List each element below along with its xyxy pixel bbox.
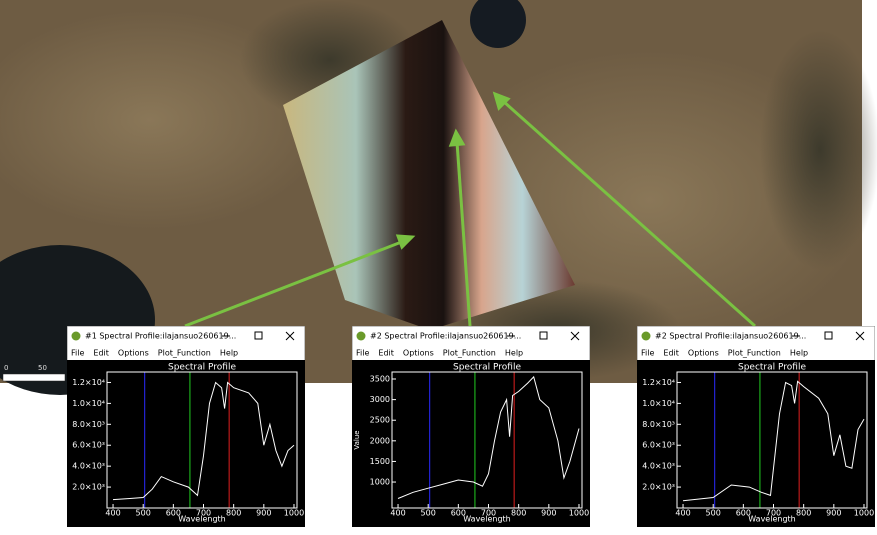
menu-item[interactable]: Help [220,349,238,358]
x-tick-label: 600 [736,509,751,518]
menu-item[interactable]: Edit [663,349,679,358]
window-title: #1 Spectral Profile:ilajansuo260619... [85,332,236,341]
y-axis-label: Value [353,430,361,449]
y-tick-label: 2000 [370,436,390,445]
x-tick-label: 700 [196,509,211,518]
y-tick-label: 1.0×10⁴ [642,399,675,408]
y-tick-label: 3000 [370,395,390,404]
profile-window: #1 Spectral Profile:ilajansuo260619...Fi… [67,326,305,527]
plot-title: Spectral Profile [453,363,521,373]
plot-frame [106,371,298,509]
maximize-button[interactable] [824,331,833,340]
x-tick-label: 400 [390,509,405,518]
x-tick-label: 600 [166,509,181,518]
x-axis-label: Wavelength [463,515,510,524]
aerial-image [0,0,877,395]
plot-frame [391,371,583,509]
menu-item[interactable]: Options [688,349,719,358]
close-button[interactable] [570,331,580,341]
scale-label: 50 [38,364,47,372]
spectrum-line [112,381,295,501]
window-icon [641,331,651,341]
x-tick-label: 400 [675,509,690,518]
x-tick-label: 900 [826,509,841,518]
y-tick-label: 3500 [370,375,390,384]
menu-item[interactable]: File [356,349,369,358]
close-button[interactable] [855,331,865,341]
menu-item[interactable]: Help [790,349,808,358]
scale-label: 0 [4,364,8,372]
x-tick-label: 800 [796,509,811,518]
y-tick-label: 4.0×10³ [642,462,675,471]
y-tick-label: 2500 [370,416,390,425]
y-tick-label: 2.0×10³ [642,483,675,492]
x-tick-label: 1000 [284,509,304,518]
y-tick-label: 2.0×10³ [72,483,105,492]
x-tick-label: 500 [136,509,151,518]
x-tick-label: 500 [421,509,436,518]
x-tick-label: 600 [451,509,466,518]
menu-item[interactable]: Plot_Function [728,349,781,358]
menu-item[interactable]: Options [403,349,434,358]
y-tick-label: 1500 [370,457,390,466]
y-tick-label: 1.0×10⁴ [72,399,105,408]
plot-title: Spectral Profile [168,363,236,373]
y-tick-label: 8.0×10³ [642,420,675,429]
menu-item[interactable]: File [71,349,84,358]
x-axis-label: Wavelength [748,515,795,524]
x-tick-label: 700 [481,509,496,518]
menu-item[interactable]: Help [505,349,523,358]
profile-window: #2 Spectral Profile:ilajansuo260619...Fi… [637,326,875,527]
y-tick-label: 6.0×10³ [72,441,105,450]
menu-item[interactable]: File [641,349,654,358]
x-tick-label: 500 [706,509,721,518]
window-title: #2 Spectral Profile:ilajansuo260619... [370,332,521,341]
x-axis-label: Wavelength [178,515,225,524]
x-tick-label: 1000 [854,509,874,518]
plot-title: Spectral Profile [738,363,806,373]
y-tick-label: 1000 [370,478,390,487]
x-tick-label: 700 [766,509,781,518]
maximize-button[interactable] [539,331,548,340]
plot-frame [676,371,868,509]
x-tick-label: 800 [511,509,526,518]
profile-window: #2 Spectral Profile:ilajansuo260619...Fi… [352,326,590,527]
window-icon [71,331,81,341]
y-tick-label: 6.0×10³ [642,441,675,450]
x-tick-label: 900 [256,509,271,518]
x-tick-label: 800 [226,509,241,518]
menu-item[interactable]: Options [118,349,149,358]
y-tick-label: 1.2×10⁴ [72,378,105,387]
y-tick-label: 1.2×10⁴ [642,378,675,387]
y-tick-label: 8.0×10³ [72,420,105,429]
x-tick-label: 1000 [569,509,589,518]
window-title: #2 Spectral Profile:ilajansuo260619... [655,332,806,341]
menu-item[interactable]: Plot_Function [443,349,496,358]
menu-item[interactable]: Edit [93,349,109,358]
y-tick-label: 4.0×10³ [72,462,105,471]
arrows [184,91,756,328]
spectrum-line [397,375,580,499]
menu-item[interactable]: Plot_Function [158,349,211,358]
menu-item[interactable]: Edit [378,349,394,358]
x-tick-label: 900 [541,509,556,518]
window-icon [356,331,366,341]
spectrum-line [682,380,865,502]
x-tick-label: 400 [105,509,120,518]
maximize-button[interactable] [254,331,263,340]
close-button[interactable] [285,331,295,341]
